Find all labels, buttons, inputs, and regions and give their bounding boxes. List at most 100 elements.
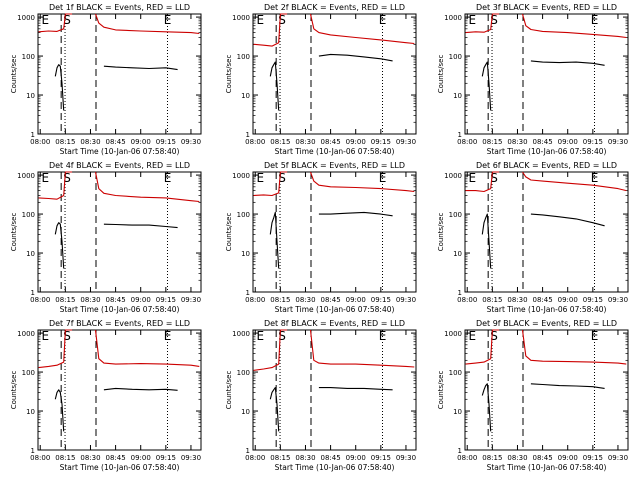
x-tick-label: 08:15 xyxy=(482,454,502,462)
x-tick-label: 08:15 xyxy=(482,296,502,304)
chart-panel: Det 2f BLACK = Events, RED = LLD 1 10 100 10… xyxy=(225,3,417,156)
x-tick-label: 08:30 xyxy=(295,454,315,462)
y-tick-label: 1 xyxy=(31,289,35,297)
y-tick-label: 1000 xyxy=(232,14,250,22)
marker-label: E xyxy=(42,329,50,343)
marker-label: E xyxy=(379,329,387,343)
y-tick-label: 1 xyxy=(31,447,35,455)
events-series-line xyxy=(530,213,605,227)
x-tick-label: 08:15 xyxy=(482,138,502,146)
y-axis-label: Counts/sec xyxy=(10,55,18,94)
chart-title: Det 6f BLACK = Events, RED = LLD xyxy=(476,161,617,170)
x-tick-label: 09:30 xyxy=(181,454,201,462)
lld-series-line xyxy=(465,13,500,34)
marker-label: E xyxy=(469,329,477,343)
chart-panel: Det 9f BLACK = Events, RED = LLD 1 10 100 10… xyxy=(437,319,629,472)
x-tick-label: 08:15 xyxy=(55,454,75,462)
lld-series-line xyxy=(309,13,415,45)
y-tick-label: 1 xyxy=(246,289,250,297)
y-axis-label: Counts/sec xyxy=(225,55,233,94)
x-axis-label: Start Time (10-Jan-06 07:58:40) xyxy=(487,305,607,314)
x-axis-label: Start Time (10-Jan-06 07:58:40) xyxy=(275,463,395,472)
marker-label: S xyxy=(278,13,286,27)
y-tick-label: 100 xyxy=(237,369,250,377)
marker-label: S xyxy=(278,329,286,343)
y-tick-label: 100 xyxy=(449,53,462,61)
x-tick-label: 08:00 xyxy=(457,296,477,304)
x-tick-label: 09:00 xyxy=(558,296,578,304)
x-tick-label: 08:30 xyxy=(80,454,100,462)
x-tick-label: 08:30 xyxy=(507,138,527,146)
marker-label: E xyxy=(469,171,477,185)
x-tick-label: 08:00 xyxy=(30,138,50,146)
x-axis-label: Start Time (10-Jan-06 07:58:40) xyxy=(275,147,395,156)
y-tick-label: 1000 xyxy=(444,172,462,180)
y-tick-label: 10 xyxy=(453,408,462,416)
x-tick-label: 09:00 xyxy=(131,454,151,462)
x-tick-label: 09:30 xyxy=(396,138,416,146)
marker-label: E xyxy=(379,13,387,27)
lld-series-line xyxy=(309,171,415,193)
plot-frame xyxy=(37,171,202,293)
chart-panel: Det 6f BLACK = Events, RED = LLD 1 10 100 10… xyxy=(437,161,629,314)
events-series-line xyxy=(530,60,605,66)
y-tick-label: 10 xyxy=(26,408,35,416)
y-axis-label: Counts/sec xyxy=(10,371,18,410)
lld-series-line xyxy=(38,13,73,33)
x-tick-label: 08:00 xyxy=(457,454,477,462)
y-tick-label: 1000 xyxy=(17,172,35,180)
marker-label: E xyxy=(591,13,599,27)
x-tick-label: 08:00 xyxy=(245,454,265,462)
x-axis-label: Start Time (10-Jan-06 07:58:40) xyxy=(60,147,180,156)
lld-series-line xyxy=(253,13,288,47)
plot-frame xyxy=(464,329,629,451)
x-tick-label: 09:30 xyxy=(181,138,201,146)
events-series-line xyxy=(269,211,280,269)
x-tick-label: 09:30 xyxy=(608,454,628,462)
x-tick-label: 09:15 xyxy=(583,138,603,146)
chart-title: Det 5f BLACK = Events, RED = LLD xyxy=(264,161,405,170)
x-tick-label: 09:00 xyxy=(558,454,578,462)
y-tick-label: 100 xyxy=(22,211,35,219)
x-tick-label: 08:45 xyxy=(105,138,125,146)
y-axis-label: Counts/sec xyxy=(437,371,445,410)
y-axis-label: Counts/sec xyxy=(225,213,233,252)
y-tick-label: 1000 xyxy=(17,14,35,22)
y-tick-label: 1 xyxy=(246,447,250,455)
y-tick-label: 100 xyxy=(237,53,250,61)
lld-series-line xyxy=(38,171,73,200)
lld-series-line xyxy=(253,329,288,371)
events-series-line xyxy=(103,65,178,71)
marker-label: S xyxy=(63,13,71,27)
events-series-line xyxy=(530,383,605,389)
x-tick-label: 09:15 xyxy=(156,454,176,462)
x-tick-label: 09:15 xyxy=(371,296,391,304)
chart-panel: Det 4f BLACK = Events, RED = LLD 1 10 100 10… xyxy=(10,161,202,314)
lld-series-line xyxy=(521,13,627,39)
y-tick-label: 10 xyxy=(241,408,250,416)
chart-title: Det 4f BLACK = Events, RED = LLD xyxy=(49,161,190,170)
y-tick-label: 1 xyxy=(246,131,250,139)
lld-series-line xyxy=(94,171,200,203)
y-tick-label: 100 xyxy=(449,369,462,377)
chart-panel: Det 5f BLACK = Events, RED = LLD 1 10 100 10… xyxy=(225,161,417,314)
x-tick-label: 09:30 xyxy=(181,296,201,304)
x-tick-label: 08:00 xyxy=(30,454,50,462)
marker-label: E xyxy=(164,329,172,343)
x-tick-label: 09:00 xyxy=(346,454,366,462)
x-tick-label: 08:15 xyxy=(270,296,290,304)
y-axis-label: Counts/sec xyxy=(437,55,445,94)
x-tick-label: 09:00 xyxy=(346,138,366,146)
lld-series-line xyxy=(94,13,200,35)
y-tick-label: 100 xyxy=(22,369,35,377)
x-tick-label: 08:45 xyxy=(532,138,552,146)
chart-title: Det 9f BLACK = Events, RED = LLD xyxy=(476,319,617,328)
marker-label: E xyxy=(164,13,172,27)
x-tick-label: 08:30 xyxy=(295,138,315,146)
events-series-line xyxy=(103,387,178,391)
marker-label: E xyxy=(257,329,265,343)
x-tick-label: 08:45 xyxy=(532,454,552,462)
x-tick-label: 09:15 xyxy=(583,296,603,304)
events-series-line xyxy=(481,61,492,111)
